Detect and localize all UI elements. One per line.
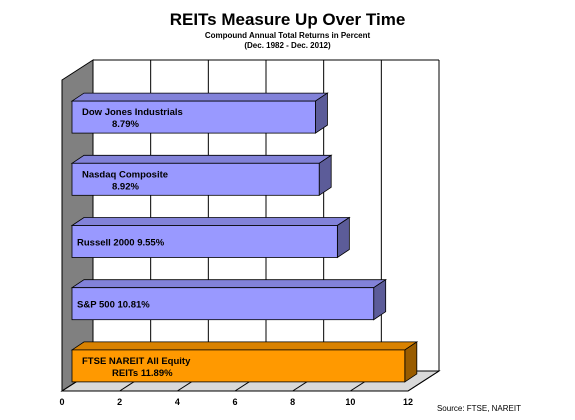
bar-value-label: 8.79% bbox=[112, 119, 139, 130]
bar-label: S&P 500 10.81% bbox=[77, 300, 150, 311]
bar bbox=[71, 225, 338, 258]
bar bbox=[71, 287, 375, 321]
bar-label: FTSE NAREIT All Equity bbox=[82, 356, 191, 367]
bar-top bbox=[70, 217, 351, 226]
x-tick-label: 10 bbox=[345, 397, 355, 407]
bar-label: Dow Jones Industrials bbox=[82, 107, 183, 118]
bar-label: Nasdaq Composite bbox=[82, 169, 168, 180]
gridline-floor bbox=[407, 370, 440, 392]
bar-top bbox=[70, 154, 333, 164]
bar bbox=[71, 100, 316, 134]
x-tick-label: 6 bbox=[232, 397, 237, 407]
bar-top bbox=[70, 92, 329, 102]
x-tick-label: 8 bbox=[290, 397, 295, 407]
x-tick-label: 2 bbox=[117, 397, 122, 407]
bar-label: Russell 2000 9.55% bbox=[77, 238, 165, 249]
x-tick-label: 12 bbox=[403, 397, 413, 407]
chart-period: (Dec. 1982 - Dec. 2012) bbox=[244, 41, 331, 50]
bar-value-label: REITs 11.89% bbox=[112, 368, 173, 379]
chart-subtitle: Compound Annual Total Returns in Percent bbox=[204, 31, 371, 40]
x-tick-label: 4 bbox=[175, 397, 180, 407]
bar-top bbox=[70, 279, 388, 289]
bar bbox=[71, 162, 320, 196]
chart-source: Source: FTSE, NAREIT bbox=[436, 404, 521, 413]
bar bbox=[71, 349, 406, 383]
chart-title: REITs Measure Up Over Time bbox=[169, 10, 406, 29]
bar-top bbox=[70, 341, 419, 351]
x-tick-label: 0 bbox=[59, 397, 64, 407]
bar-value-label: 8.92% bbox=[112, 181, 139, 192]
